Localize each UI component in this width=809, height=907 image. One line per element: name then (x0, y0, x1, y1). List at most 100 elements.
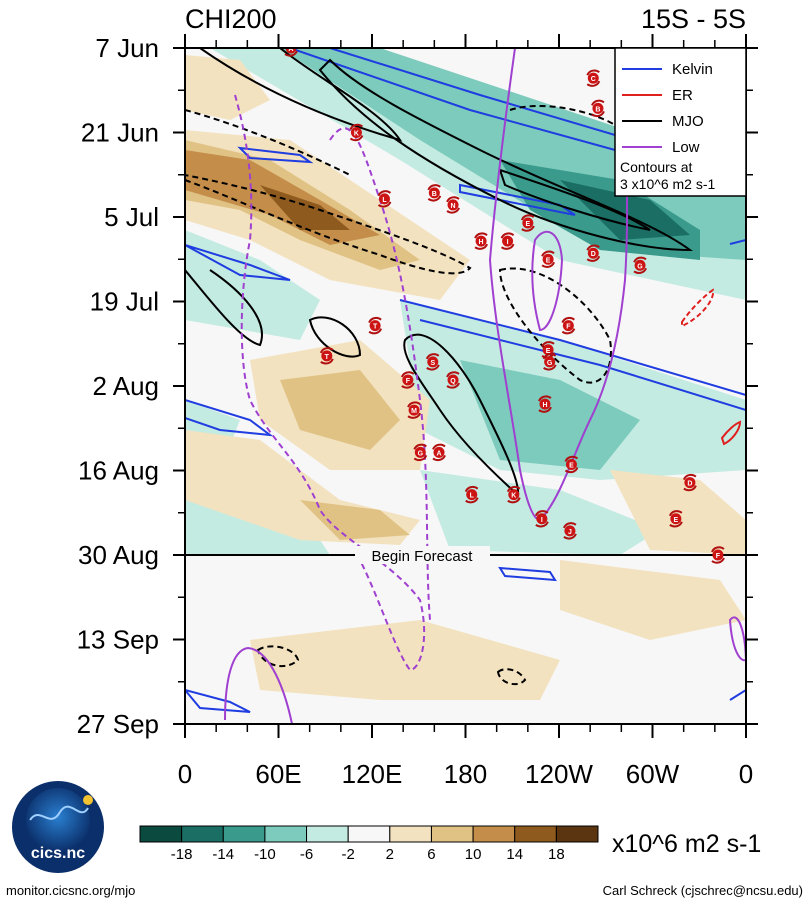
negative-anomaly-band (460, 360, 640, 470)
storm-marker-arm (586, 244, 600, 251)
storm-marker-dot (712, 549, 724, 561)
positive-anomaly-band (185, 55, 270, 120)
storm-marker-dot (350, 127, 362, 138)
kelvin-contour (459, 183, 576, 216)
low-contour-negative (329, 127, 431, 621)
mjo-contour-negative (498, 267, 612, 384)
colorbar-tick-label: -2 (342, 846, 355, 863)
storm-marker-arm (563, 533, 577, 540)
storm-marker-arm (464, 485, 479, 493)
storm-marker-label: A (288, 46, 293, 53)
storm-marker: C (586, 69, 601, 87)
storm-marker-arm (425, 353, 440, 360)
chart-title-left: CHI200 (185, 4, 277, 34)
storm-marker: I (534, 510, 549, 528)
storm-marker-dot (321, 350, 333, 362)
storm-marker-arm (633, 267, 647, 274)
storm-marker-label: M (411, 408, 417, 415)
storm-marker: S (425, 353, 440, 371)
mjo-contour-negative (509, 104, 616, 126)
storm-marker-arm (432, 443, 446, 450)
storm-marker-label: H (542, 402, 547, 409)
storm-marker-dot (634, 259, 646, 271)
storm-marker-arm (500, 232, 515, 239)
storm-marker-dot (562, 320, 574, 332)
storm-marker-dot (670, 513, 682, 525)
storm-marker-dot (408, 404, 420, 416)
storm-marker: F (711, 546, 725, 564)
storm-marker-arm (446, 196, 460, 203)
storm-marker: F (400, 371, 415, 389)
low-contour-positive (224, 646, 293, 724)
footer-author: Carl Schreck (cjschrec@ncsu.edu) (602, 883, 803, 898)
chart-title-right: 15S - 5S (641, 4, 746, 34)
storm-marker: I (500, 232, 515, 250)
storm-marker: D (682, 473, 697, 492)
storm-marker-label: J (568, 529, 572, 536)
kelvin-contour (185, 244, 291, 281)
storm-marker: B (591, 99, 605, 118)
y-tick-label: 5 Jul (104, 202, 159, 232)
storm-marker-dot (587, 247, 599, 259)
storm-marker-label: C (591, 76, 596, 83)
storm-marker-label: N (451, 203, 456, 210)
storm-marker-arm (562, 522, 577, 529)
legend-label-kelvin: Kelvin (672, 61, 713, 78)
contour-note-line2: 3 x10^6 m2 s-1 (620, 176, 715, 192)
storm-marker-arm (711, 546, 725, 553)
storm-marker-arm (413, 454, 428, 462)
colorbar: -18 -14 -10 -6 -2 2 6 10 14 18 (139, 825, 599, 863)
negative-anomaly-band (185, 230, 320, 340)
storm-marker: A (284, 46, 298, 57)
mjo-contour-positive (498, 168, 651, 231)
storm-marker-dot (402, 374, 414, 386)
kelvin-contour (498, 566, 557, 582)
storm-marker-arm (564, 455, 579, 462)
logo-wave (29, 805, 89, 821)
storm-marker-label: E (546, 257, 551, 264)
storm-marker-dot (447, 199, 459, 211)
y-tick-label: 30 Aug (78, 540, 159, 570)
storm-marker: M (407, 401, 422, 419)
storm-marker-arm (683, 485, 697, 492)
colorbar-tick-label: -6 (300, 846, 313, 863)
storm-marker-dot (684, 477, 696, 489)
storm-marker-dot (542, 344, 554, 356)
storm-marker-arm (446, 371, 460, 378)
y-tick-label: 27 Sep (77, 709, 159, 739)
storm-marker-arm (368, 328, 383, 335)
storm-marker-arm (320, 358, 334, 365)
storm-marker-label: I (507, 239, 509, 246)
colorbar-swatch (514, 825, 557, 843)
storm-marker-arm (541, 250, 555, 257)
storm-marker-arm (446, 382, 460, 389)
x-tick-label: 0 (739, 759, 753, 789)
colorbar-swatch (472, 825, 516, 843)
storm-marker-arm (591, 99, 605, 106)
storm-marker-arm (541, 261, 556, 268)
storm-marker-label: F (406, 378, 411, 385)
storm-marker-arm (586, 80, 601, 87)
storm-marker-arm (377, 190, 392, 197)
storm-marker-label: D (591, 251, 596, 258)
storm-marker-arm (465, 497, 479, 504)
storm-marker-arm (711, 557, 725, 564)
y-tick-label: 13 Sep (77, 625, 159, 655)
storm-marker-arm (368, 316, 382, 324)
storm-marker-arm (541, 341, 555, 348)
storm-marker-arm (543, 364, 557, 371)
mjo-contour-positive (318, 58, 694, 252)
low-contour-positive (531, 230, 564, 332)
contour-note-line1: Contours at (620, 159, 692, 175)
storm-marker-arm (586, 255, 601, 262)
colorbar-tick-label: 18 (548, 846, 565, 863)
storm-marker-label: L (470, 493, 475, 500)
colorbar-tick-label: -18 (171, 846, 193, 863)
storm-marker: G (542, 353, 557, 371)
legend-label-low: Low (672, 139, 700, 156)
storm-marker: F (561, 316, 576, 335)
x-tick-label: 120E (342, 759, 403, 789)
storm-marker-dot (285, 48, 297, 54)
